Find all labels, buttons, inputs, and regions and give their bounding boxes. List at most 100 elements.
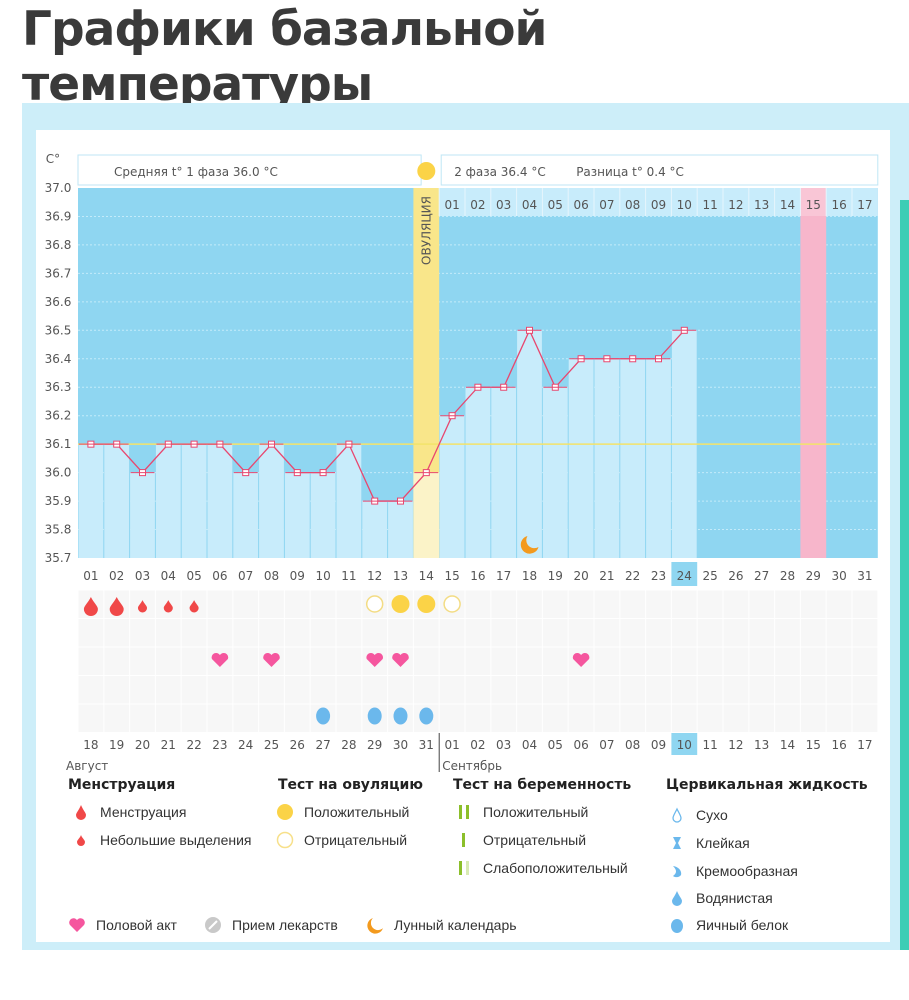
grid-cell <box>181 676 207 704</box>
date-label: 04 <box>522 738 537 752</box>
dpo-label: 09 <box>651 198 666 212</box>
grid-cell <box>233 590 259 618</box>
dpo-label: 11 <box>702 198 717 212</box>
grid-cell <box>568 676 594 704</box>
grid-cell <box>517 590 542 618</box>
pill-icon <box>204 916 222 934</box>
grid-cell <box>775 619 800 647</box>
spotting-icon <box>137 600 148 613</box>
grid-cell <box>130 619 155 647</box>
grid-cell <box>517 647 542 675</box>
grid-cell <box>259 590 284 618</box>
legend-label: Менструация <box>100 804 187 820</box>
grid-cell <box>852 704 878 732</box>
grid-cell <box>439 676 465 704</box>
grid-cell <box>852 647 878 675</box>
grid-cell <box>671 590 697 618</box>
grid-cell <box>800 619 826 647</box>
legend-spotting: Небольшие выделения <box>72 831 252 849</box>
heart-icon <box>211 652 229 667</box>
grid-cell <box>852 590 878 618</box>
scrollbar[interactable] <box>900 200 909 950</box>
outline-drop-icon <box>668 806 686 824</box>
grid-cell <box>233 676 259 704</box>
grid-cell <box>207 704 233 732</box>
cycle-day-label: 05 <box>186 569 201 583</box>
temperature-bar <box>310 472 336 558</box>
grid-cell <box>646 704 671 732</box>
cycle-day-label: 24 <box>677 569 692 583</box>
grid-cell <box>826 590 852 618</box>
grid-cell <box>852 619 878 647</box>
header-phase1 <box>77 154 422 186</box>
faint-lines-icon <box>455 859 473 877</box>
date-label: 27 <box>315 738 330 752</box>
water-drop-icon <box>668 889 686 907</box>
cycle-day-label: 27 <box>754 569 769 583</box>
hourglass-icon <box>668 834 686 852</box>
grid-cell <box>775 590 800 618</box>
grid-cell <box>207 619 233 647</box>
date-label: 26 <box>290 738 305 752</box>
grid-cell <box>465 619 491 647</box>
grid-cell <box>723 619 749 647</box>
grid-cell <box>697 676 723 704</box>
grid-cell <box>749 590 775 618</box>
grid-cell <box>310 590 336 618</box>
cycle-day-label: 31 <box>857 569 872 583</box>
date-label: 01 <box>444 738 459 752</box>
diff-label: Разница t° 0.4 °C <box>576 165 684 179</box>
grid-cell <box>646 647 671 675</box>
filled-circle-icon <box>276 803 294 821</box>
grid-cell <box>723 704 749 732</box>
grid-cell <box>78 676 104 704</box>
grid-cell <box>826 676 852 704</box>
dpo-label: 03 <box>496 198 511 212</box>
grid-cell <box>310 619 336 647</box>
legend-sticky: Клейкая <box>668 834 750 852</box>
temperature-bar <box>336 444 362 558</box>
date-label: 17 <box>857 738 872 752</box>
cycle-day-label: 18 <box>522 569 537 583</box>
grid-cell <box>491 647 517 675</box>
dpo-label: 06 <box>573 198 588 212</box>
legend-label: Положительный <box>483 804 589 820</box>
grid-cell <box>826 704 852 732</box>
legend-label: Небольшие выделения <box>100 832 252 848</box>
grid-cell <box>620 704 646 732</box>
grid-cell <box>439 619 465 647</box>
legend-label: Слабоположительный <box>483 860 628 876</box>
date-label: 21 <box>161 738 176 752</box>
dpo-label: 07 <box>599 198 614 212</box>
temperature-bar <box>388 501 413 558</box>
grid-cell <box>104 647 130 675</box>
date-label: 28 <box>341 738 356 752</box>
header-phase2 <box>440 154 879 186</box>
grid-cell <box>723 590 749 618</box>
y-tick-label: 36.9 <box>45 209 72 223</box>
cycle-day-label: 17 <box>496 569 511 583</box>
cycle-day-label: 28 <box>780 569 795 583</box>
egg-white-icon <box>393 707 408 725</box>
grid-cell <box>568 590 594 618</box>
y-tick-label: 35.7 <box>45 551 72 565</box>
legend-label: Половой акт <box>96 917 177 933</box>
grid-cell <box>749 647 775 675</box>
temperature-bar <box>362 501 388 558</box>
y-tick-label: 36.0 <box>45 466 72 480</box>
temperature-bar <box>620 358 646 558</box>
legend-egg-white: Яичный белок <box>668 916 788 934</box>
dpo-label: 14 <box>780 198 795 212</box>
dpo-label: 17 <box>857 198 872 212</box>
grid-cell <box>259 619 284 647</box>
grid-cell <box>104 676 130 704</box>
y-axis-label: C° <box>46 152 60 166</box>
legend-ovulation-positive: Положительный <box>276 803 409 821</box>
empty-circle-icon <box>276 831 294 849</box>
grid-cell <box>439 704 465 732</box>
grid-cell <box>671 704 697 732</box>
grid-cell <box>775 647 800 675</box>
ovulation-sun-icon <box>417 162 436 180</box>
grid-cell <box>284 647 310 675</box>
legend-pregnancy-weak: Слабоположительный <box>455 859 628 877</box>
